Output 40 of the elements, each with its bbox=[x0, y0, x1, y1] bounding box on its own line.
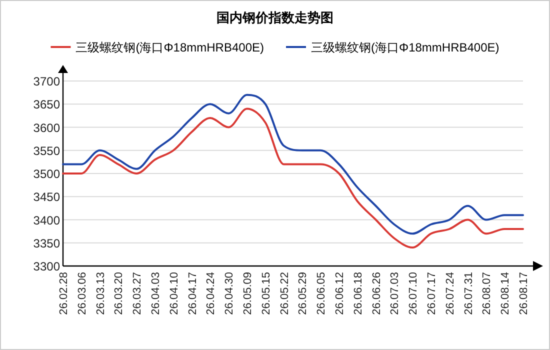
x-tick-label: 26.02.28 bbox=[58, 272, 70, 315]
x-tick-label: 26.08.17 bbox=[518, 272, 530, 315]
y-tick-label: 3600 bbox=[33, 120, 60, 135]
x-tick-label: 26.05.29 bbox=[297, 272, 310, 315]
x-tick-label: 26.07.17 bbox=[426, 272, 438, 315]
x-tick-label: 26.05.22 bbox=[278, 272, 291, 315]
x-tick-label: 26.04.03 bbox=[150, 272, 162, 315]
y-tick-label: 3550 bbox=[33, 144, 60, 158]
x-tick-label: 26.06.05 bbox=[316, 272, 328, 315]
x-tick-label: 26.07.10 bbox=[408, 272, 420, 315]
x-tick-label: 26.06.26 bbox=[370, 272, 383, 315]
y-tick-label: 3500 bbox=[33, 167, 60, 181]
y-tick-label: 3450 bbox=[33, 190, 60, 204]
y-tick-label: 3300 bbox=[33, 260, 60, 274]
legend-label: 三级螺纹钢(海口Φ18mmHRB400E) bbox=[311, 40, 500, 54]
line-series bbox=[62, 94, 524, 235]
y-tick-label: 3700 bbox=[33, 74, 60, 88]
x-tick-label: 26.07.24 bbox=[444, 272, 456, 315]
x-tick-label: 26.03.06 bbox=[76, 272, 88, 315]
x-tick-label: 26.04.10 bbox=[168, 272, 180, 315]
x-tick-label: 26.03.13 bbox=[94, 272, 107, 315]
x-tick-label: 26.07.31 bbox=[462, 272, 475, 315]
x-tick-label: 26.08.07 bbox=[481, 272, 494, 315]
x-tick-label: 26.04.17 bbox=[186, 272, 199, 315]
x-tick-label: 26.06.18 bbox=[352, 272, 364, 315]
y-tick-label: 3350 bbox=[33, 236, 60, 250]
x-tick-label: 26.07.03 bbox=[389, 272, 402, 315]
legend-label: 三级螺纹钢(海口Φ18mmHRB400E) bbox=[76, 40, 264, 54]
x-tick-label: 26.03.27 bbox=[132, 272, 144, 315]
x-tick-label: 26.06.12 bbox=[334, 272, 346, 315]
x-tick-label: 26.03.20 bbox=[113, 272, 126, 315]
chart-title: 国内钢价指数走势图 bbox=[216, 10, 334, 25]
x-tick-label: 26.04.30 bbox=[224, 272, 236, 315]
line-series bbox=[62, 108, 524, 248]
y-tick-label: 3400 bbox=[33, 213, 60, 228]
x-tick-label: 26.05.15 bbox=[260, 272, 272, 315]
x-tick-label: 26.05.09 bbox=[242, 272, 254, 315]
x-tick-label: 26.04.24 bbox=[205, 272, 218, 315]
x-tick-label: 26.08.14 bbox=[500, 272, 512, 315]
y-tick-label: 3650 bbox=[33, 98, 60, 112]
